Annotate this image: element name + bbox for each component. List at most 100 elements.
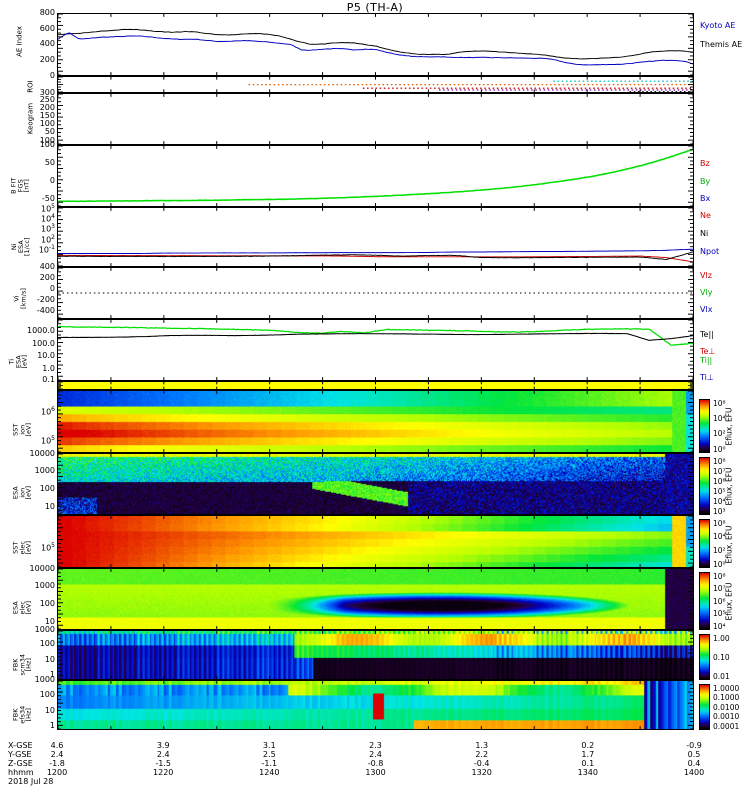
ti-yticks: 1000.0 100.0 10.0 1.0 0.1 [27, 326, 55, 384]
ti-ylabel: Ti ESA [eV] [7, 354, 29, 369]
cbar-sst-ion-tick: 10⁸ [713, 398, 726, 408]
bottom-axis-value: -0.8 [367, 759, 384, 768]
ni-ylabel: Ni ESA [1/cc] [9, 237, 31, 257]
bottom-axis-value: 1200 [46, 768, 68, 777]
panel-vi [57, 267, 694, 319]
bottom-axis-row-label: Y-GSE [8, 750, 32, 759]
legend-te-par: Te|| [700, 330, 714, 339]
panel-ti [57, 319, 694, 381]
ni-traces [58, 248, 693, 263]
b-fit-traces [58, 148, 693, 203]
cbar-sst-elec-tick: 10⁰ [713, 559, 726, 569]
vi-yticks: 400 200 0 -200 -400 [36, 262, 55, 315]
panel-esa-ion [57, 453, 694, 515]
panel-esa-elec [57, 568, 694, 630]
bottom-axis-value: 4.6 [50, 741, 64, 750]
panel-b-fit [57, 145, 694, 207]
legend-bz: Bz [700, 159, 710, 168]
cbar-sst-elec-tick: 10² [713, 545, 726, 555]
colorbar-fbk-efs [699, 684, 710, 730]
bottom-axis-row-label: hhmm [8, 768, 34, 777]
cbar-sst-ion-label: Eflux, EFU [724, 407, 734, 446]
fbk-scm-spectrogram [58, 631, 693, 679]
panel-fbk-scm [57, 630, 694, 680]
bottom-axis-value: 1300 [365, 768, 386, 777]
cbar-esa-elec-tick: 10⁶ [713, 596, 726, 606]
bottom-axis-value: 0.1 [581, 759, 595, 768]
legend-vly: Vly [700, 288, 713, 297]
bottom-axis-row-label: Z-GSE [8, 759, 33, 768]
cbar-sst-elec-tick: 10⁴ [713, 532, 726, 542]
cbar-sst-ion-tick: 10² [713, 429, 726, 439]
legend-vlx: Vlx [700, 305, 713, 314]
esa-elec-ylabel: ESA elec [eV] [11, 600, 33, 615]
panel-ae-index [57, 13, 694, 76]
legend-kyoto-ae: Kyoto AE [700, 21, 736, 30]
panel-strip [57, 381, 694, 390]
legend-vlz: Vlz [700, 271, 712, 280]
legend-npot: Npot [700, 247, 720, 256]
fbk-scm-yticks: 1000 100 10 1 [34, 625, 55, 679]
cbar-fbk-efs-tick: 0.0001 [713, 721, 740, 731]
keogram-ylabel: Keogram [26, 102, 35, 135]
panel-sst-elec [57, 515, 694, 568]
roi-markers [248, 80, 693, 92]
fbk-scm-ylabel: FBK scm34 [Hz] [11, 653, 33, 676]
panel-ni [57, 207, 694, 267]
bottom-axis-value: -1.8 [49, 759, 65, 768]
colorbar-esa-elec [699, 572, 710, 630]
esa-ion-yticks: 10000 1000 100 10 [29, 449, 55, 511]
bottom-axis-value: 0.5 [687, 750, 701, 759]
bottom-axis-row-label: X-GSE [8, 741, 33, 750]
panel-keogram [57, 93, 694, 145]
ni-yticks: 105 104 103 102 10-1 [38, 203, 55, 255]
bottom-axis-value: -1.5 [155, 759, 171, 768]
keogram-yticks: 300 250 200 150 100 50 100 [39, 88, 55, 145]
fbk-efs-ylabel: FBK efs34 [Hz] [11, 705, 33, 724]
legend-ti-par: Ti|| [700, 356, 713, 365]
b-fit-yticks: 100 50 0 -50 [39, 140, 55, 203]
esa-ion-ylabel: ESA ion [eV] [11, 485, 33, 500]
cbar-esa-ion-tick: 10⁶ [713, 476, 726, 486]
sst-elec-spectrogram [58, 516, 693, 567]
colorbar-sst-ion [699, 399, 710, 453]
esa-elec-spectrogram [58, 569, 693, 629]
sst-elec-yticks: 105 [40, 542, 55, 553]
cbar-esa-ion-tick: 10⁸ [713, 456, 726, 466]
bottom-axis-value: 1340 [577, 768, 598, 777]
bottom-axis-value: 1.7 [581, 750, 595, 759]
bottom-axis-value: 1240 [259, 768, 280, 777]
bottom-axis-value: 0.4 [687, 759, 701, 768]
panel-fbk-efs [57, 680, 694, 730]
cbar-esa-elec-tick: 10⁷ [713, 584, 726, 593]
bottom-axis-value: 2.4 [369, 750, 382, 759]
legend-bx: Bx [700, 194, 711, 203]
colorbar-sst-elec [699, 519, 710, 568]
cbar-esa-ion-tick: 10⁴ [713, 496, 726, 506]
cbar-sst-elec-tick: 10⁸ [713, 518, 726, 528]
cbar-esa-ion-tick: 10⁷ [713, 466, 726, 476]
bottom-axis-value: -0.9 [686, 741, 702, 750]
cbar-esa-elec-tick: 10⁴ [713, 621, 726, 631]
ti-traces [58, 325, 693, 346]
bottom-date-label: 2018 Jul 28 [8, 777, 54, 786]
legend-ne: Ne [700, 211, 711, 220]
colorbar-fbk-scm [699, 634, 710, 680]
cbar-esa-ion-tick: 10³ [713, 506, 726, 516]
bottom-axis-value: 1320 [471, 768, 492, 777]
legend-by: By [700, 177, 711, 186]
b-fit-ylabel: B FIT FGS [nT] [9, 177, 31, 194]
cbar-sst-elec-label: Eflux, EFU [724, 525, 734, 563]
cbar-fbk-scm-tick: 0.10 [713, 652, 730, 662]
bottom-axis-value: 2.4 [156, 750, 170, 759]
cbar-fbk-efs-tick: 0.1000 [713, 693, 740, 702]
vi-traces [58, 292, 693, 294]
bottom-axis-value: 1220 [153, 768, 174, 777]
bottom-axis-value: 2.4 [50, 750, 64, 759]
cbar-fbk-efs-tick: 0.0010 [713, 712, 740, 721]
bottom-axis-value: -0.4 [473, 759, 490, 768]
ae-index-traces [58, 28, 693, 66]
bottom-axis-value: 2.3 [369, 741, 382, 750]
sst-ion-spectrogram [58, 391, 693, 452]
sst-ion-ylabel: SST ion [eV] [11, 422, 33, 437]
